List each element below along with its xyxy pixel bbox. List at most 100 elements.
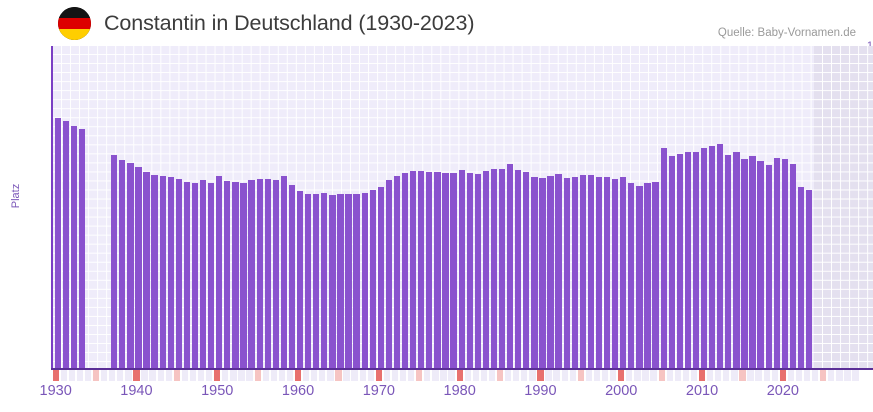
bar[interactable] — [587, 175, 595, 369]
bar[interactable] — [264, 179, 271, 369]
bar[interactable] — [256, 179, 263, 369]
bar[interactable] — [684, 152, 692, 369]
bar[interactable] — [159, 176, 166, 369]
bar[interactable] — [700, 148, 708, 369]
bar[interactable] — [717, 144, 724, 369]
bar[interactable] — [692, 152, 700, 369]
bar[interactable] — [636, 186, 643, 369]
bar[interactable] — [54, 118, 61, 369]
bar[interactable] — [474, 174, 481, 369]
bar[interactable] — [175, 179, 182, 369]
bar[interactable] — [296, 191, 304, 369]
bar[interactable] — [555, 174, 562, 369]
bar[interactable] — [119, 160, 126, 369]
bar[interactable] — [418, 171, 425, 369]
x-tick-marker — [60, 370, 67, 381]
bar[interactable] — [135, 167, 142, 369]
bar[interactable] — [62, 121, 69, 369]
bar[interactable] — [563, 178, 570, 369]
bar[interactable] — [644, 183, 651, 369]
bar[interactable] — [361, 193, 368, 369]
bar[interactable] — [781, 159, 788, 369]
bar[interactable] — [353, 194, 360, 369]
bar[interactable] — [612, 179, 619, 369]
bar[interactable] — [595, 177, 603, 369]
bar[interactable] — [797, 187, 805, 369]
bar[interactable] — [70, 126, 77, 369]
bar[interactable] — [466, 173, 473, 369]
bar[interactable] — [660, 148, 667, 369]
bar[interactable] — [571, 177, 578, 369]
bar[interactable] — [337, 194, 344, 369]
bar[interactable] — [733, 152, 740, 369]
bar[interactable] — [757, 161, 764, 369]
bar[interactable] — [288, 185, 296, 369]
bar[interactable] — [224, 181, 231, 369]
bar[interactable] — [369, 190, 376, 369]
bar[interactable] — [280, 176, 288, 369]
bar[interactable] — [531, 177, 538, 369]
bar[interactable] — [620, 177, 627, 369]
bar[interactable] — [232, 182, 239, 369]
bar[interactable] — [805, 190, 813, 369]
bar[interactable] — [401, 173, 409, 369]
bar[interactable] — [490, 169, 498, 369]
bar[interactable] — [603, 177, 611, 369]
bar[interactable] — [668, 156, 675, 369]
x-tick-marker — [109, 370, 116, 381]
bar[interactable] — [248, 180, 255, 369]
bar[interactable] — [78, 129, 86, 369]
bar[interactable] — [393, 176, 401, 369]
bar[interactable] — [377, 187, 384, 369]
x-tick-marker — [399, 370, 407, 381]
bar[interactable] — [329, 195, 336, 369]
x-axis-tick-label: 1960 — [281, 383, 315, 399]
bar[interactable] — [385, 180, 393, 369]
bar[interactable] — [482, 171, 490, 369]
bar[interactable] — [547, 176, 554, 369]
bar[interactable] — [216, 176, 223, 369]
bar[interactable] — [652, 182, 659, 369]
bar[interactable] — [304, 194, 312, 369]
bar[interactable] — [628, 183, 635, 369]
bar[interactable] — [765, 165, 772, 369]
bar[interactable] — [523, 172, 530, 369]
bar[interactable] — [458, 170, 465, 369]
bar[interactable] — [240, 183, 247, 369]
bar[interactable] — [167, 177, 174, 369]
bar[interactable] — [450, 173, 457, 369]
bar[interactable] — [208, 183, 215, 369]
bar[interactable] — [426, 172, 433, 369]
bar[interactable] — [579, 175, 586, 369]
bar[interactable] — [272, 180, 279, 369]
bar[interactable] — [708, 146, 716, 369]
bar[interactable] — [410, 171, 417, 369]
x-tick-marker — [367, 370, 374, 381]
bar[interactable] — [111, 155, 118, 369]
bar[interactable] — [515, 170, 522, 369]
bar[interactable] — [183, 182, 191, 369]
bar[interactable] — [506, 164, 514, 369]
x-tick-marker — [852, 370, 859, 381]
bar[interactable] — [789, 164, 797, 369]
bar[interactable] — [741, 159, 748, 369]
bar[interactable] — [676, 154, 683, 369]
bar[interactable] — [498, 169, 506, 369]
bar[interactable] — [442, 173, 449, 369]
bar[interactable] — [725, 155, 732, 369]
bar[interactable] — [199, 180, 207, 369]
bar[interactable] — [127, 163, 134, 369]
bar[interactable] — [539, 178, 546, 369]
bar[interactable] — [345, 194, 352, 369]
bar[interactable] — [749, 156, 756, 369]
bar[interactable] — [313, 194, 320, 369]
source-attribution: Quelle: Baby-Vornamen.de — [717, 27, 856, 39]
bar[interactable] — [191, 183, 199, 369]
bar[interactable] — [143, 172, 150, 369]
bar[interactable] — [773, 158, 780, 369]
x-tick-marker — [68, 370, 75, 381]
bar[interactable] — [434, 172, 441, 369]
x-tick-marker — [383, 370, 391, 381]
bar[interactable] — [151, 175, 158, 369]
bar[interactable] — [321, 193, 328, 369]
